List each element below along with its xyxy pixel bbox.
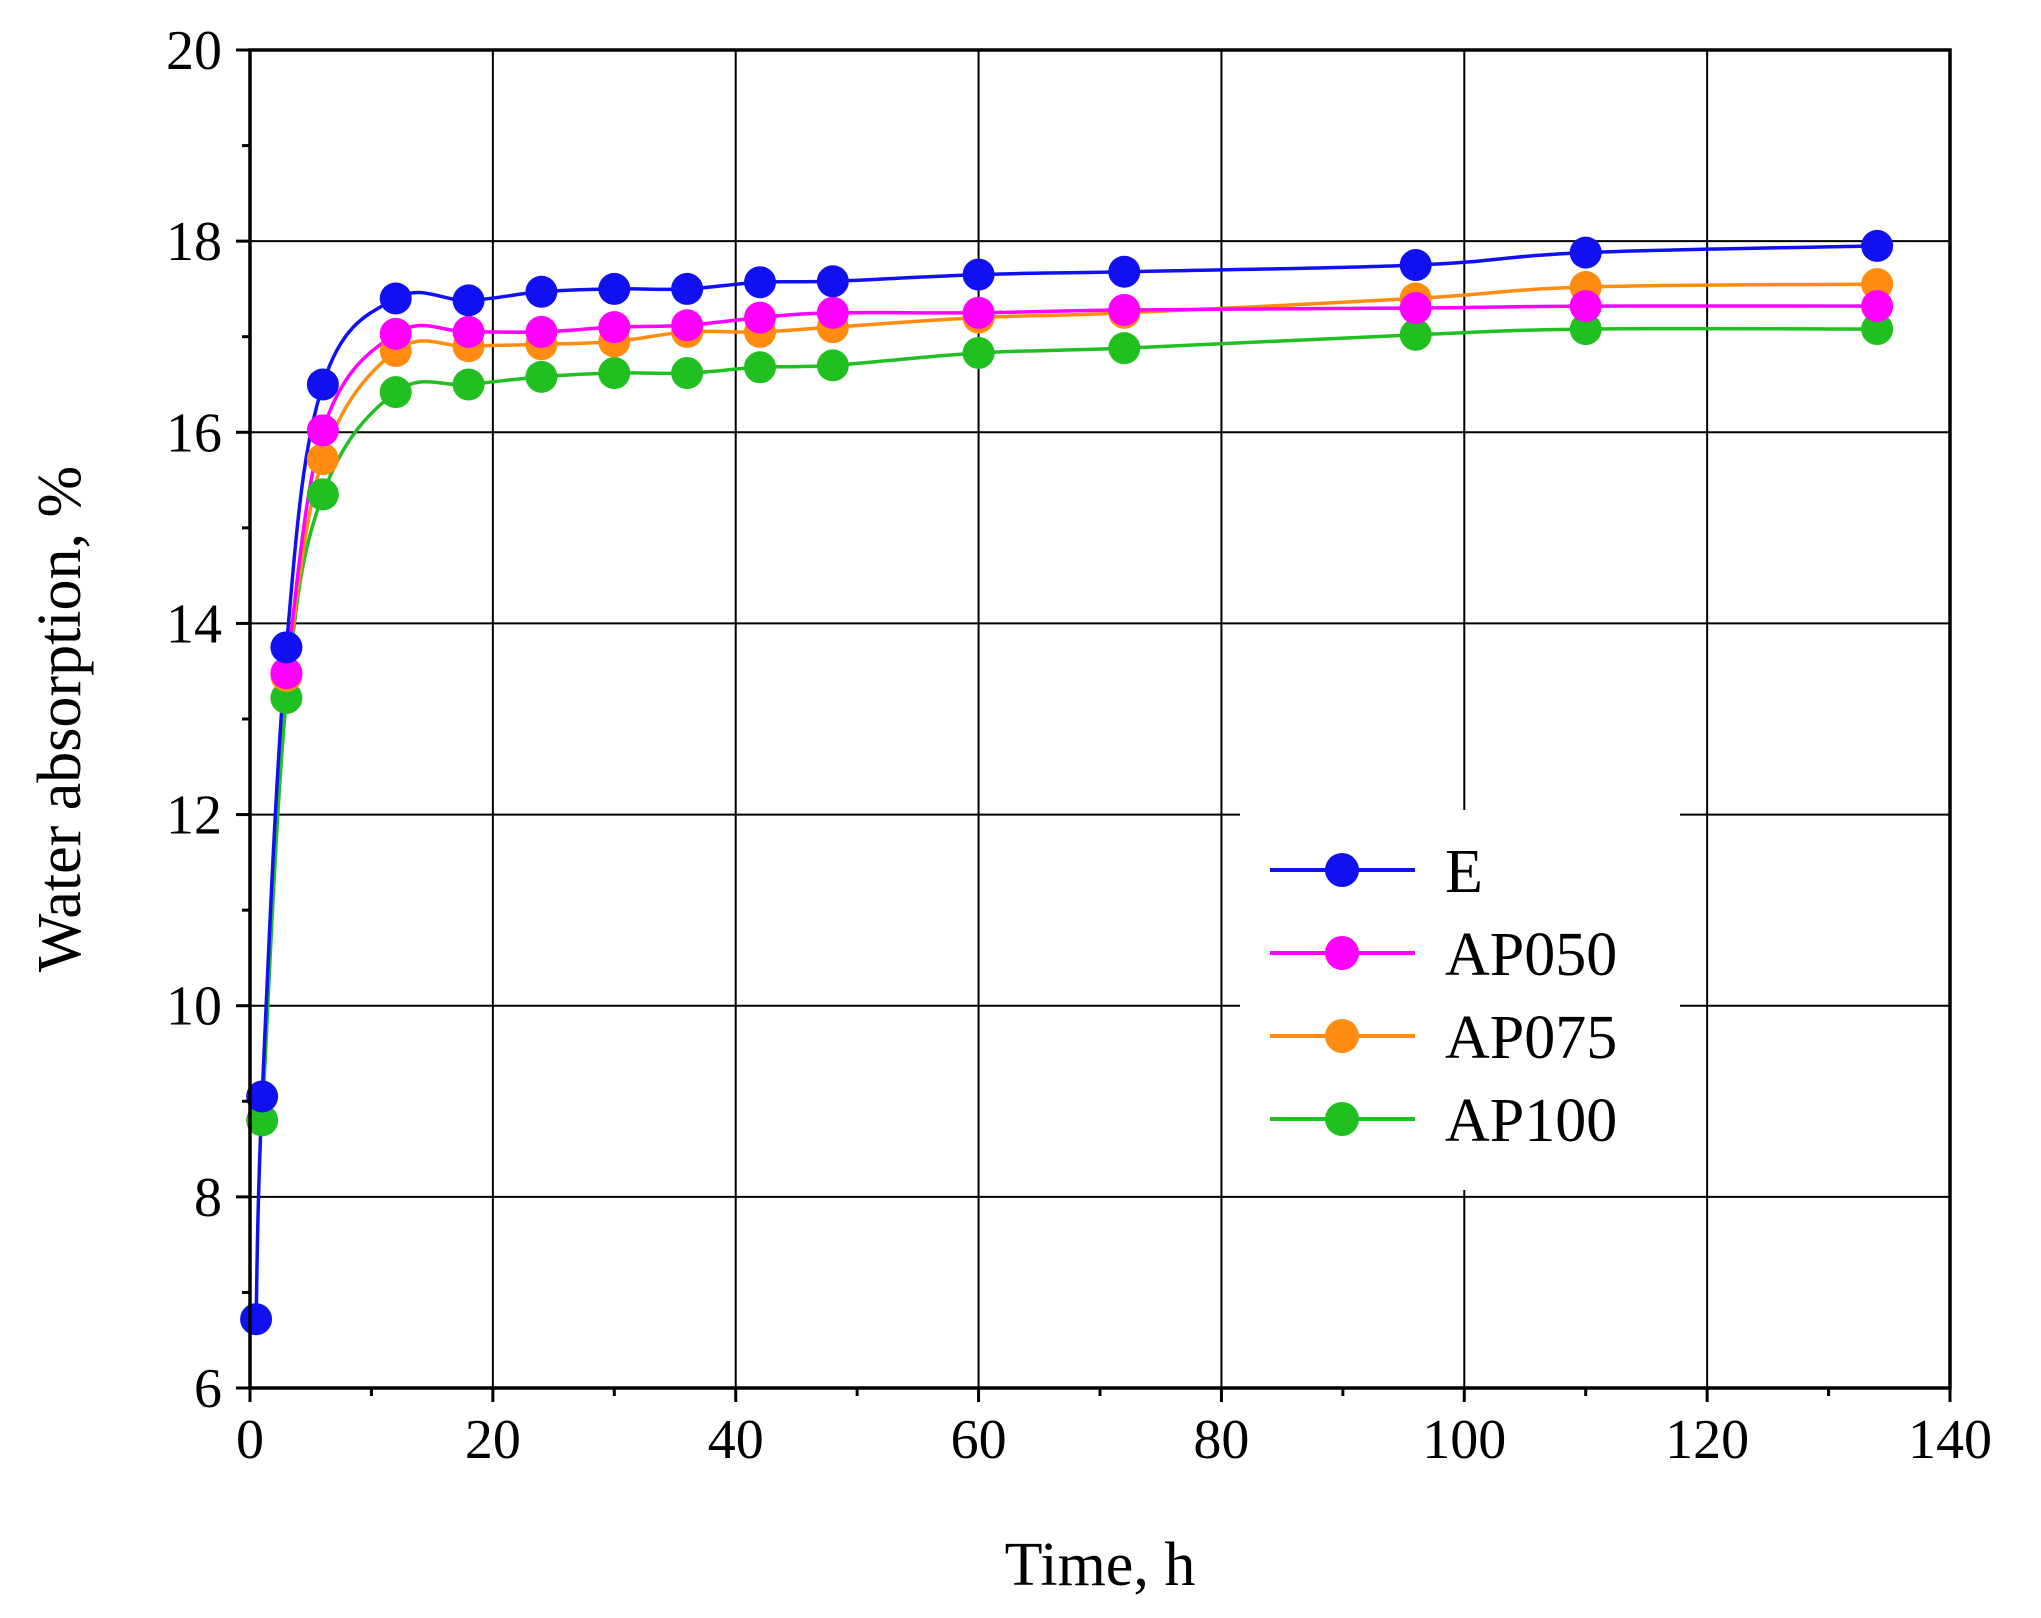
data-point-e — [1861, 229, 1894, 262]
data-point-ap100 — [1399, 318, 1432, 351]
legend-marker-ap100 — [1325, 1102, 1359, 1136]
data-point-ap050 — [671, 309, 704, 342]
data-point-ap050 — [1569, 290, 1602, 323]
y-tick-label: 16 — [166, 402, 222, 464]
data-point-ap100 — [962, 336, 995, 369]
y-tick-label: 14 — [166, 593, 222, 655]
data-point-e — [240, 1303, 273, 1336]
data-point-ap050 — [598, 311, 631, 344]
x-tick-label: 80 — [1193, 1409, 1249, 1471]
x-tick-label: 100 — [1422, 1409, 1506, 1471]
data-point-ap050 — [270, 657, 303, 690]
data-point-ap100 — [246, 1104, 279, 1137]
y-tick-label: 20 — [166, 20, 222, 82]
data-point-e — [962, 258, 995, 291]
data-point-ap050 — [1861, 290, 1894, 323]
legend-marker-ap050 — [1325, 936, 1359, 970]
data-point-ap100 — [270, 681, 303, 714]
legend-marker-ap075 — [1325, 1019, 1359, 1053]
data-point-ap050 — [744, 301, 776, 334]
series-line-ap075 — [284, 282, 1878, 677]
data-point-e — [1399, 249, 1432, 282]
legend-label-ap050: AP050 — [1445, 921, 1617, 989]
data-point-ap075 — [1861, 268, 1894, 301]
data-point-e — [270, 631, 303, 664]
data-point-e — [452, 284, 485, 317]
data-point-e — [525, 275, 558, 308]
data-point-ap050 — [1399, 292, 1432, 325]
data-point-e — [379, 282, 412, 315]
legend-item-e: E — [1270, 838, 1483, 906]
data-point-e — [671, 272, 704, 305]
data-point-ap075 — [306, 443, 339, 476]
data-point-e — [816, 265, 849, 298]
legend-marker-e — [1325, 853, 1359, 887]
y-tick-label: 10 — [166, 976, 222, 1038]
data-point-e — [744, 266, 776, 299]
data-point-ap050 — [379, 317, 412, 350]
data-point-ap100 — [452, 368, 485, 401]
data-point-ap100 — [1569, 313, 1602, 346]
legend-label-e: E — [1445, 838, 1483, 906]
legend: E AP050 AP075 AP100 — [1240, 810, 1680, 1190]
data-point-ap100 — [525, 360, 558, 393]
data-point-e — [306, 368, 339, 401]
data-point-e — [598, 272, 631, 305]
data-point-e — [1108, 255, 1141, 288]
data-point-ap050 — [1108, 293, 1141, 326]
legend-item-ap100: AP100 — [1270, 1087, 1617, 1155]
data-point-e — [1569, 236, 1602, 269]
data-point-ap100 — [744, 351, 776, 384]
x-axis-title: Time, h — [1005, 1531, 1196, 1599]
data-point-ap100 — [306, 478, 339, 511]
x-tick-label: 20 — [465, 1409, 521, 1471]
y-tick-label: 6 — [194, 1358, 222, 1420]
x-tick-label: 0 — [236, 1409, 264, 1471]
data-point-ap100 — [379, 376, 412, 409]
data-point-ap050 — [452, 315, 485, 348]
data-point-ap100 — [816, 349, 849, 382]
legend-label-ap075: AP075 — [1445, 1004, 1617, 1072]
series-line-ap050 — [284, 304, 1878, 674]
data-point-ap100 — [671, 357, 704, 390]
x-tick-label: 60 — [951, 1409, 1007, 1471]
data-point-ap050 — [962, 296, 995, 329]
x-tick-label: 40 — [708, 1409, 764, 1471]
series-points — [240, 229, 1894, 1336]
y-axis-title: Water absorption, % — [26, 466, 94, 972]
data-point-ap100 — [1108, 332, 1141, 365]
y-tick-label: 18 — [166, 211, 222, 273]
data-point-ap050 — [525, 315, 558, 348]
data-point-ap050 — [306, 414, 339, 447]
y-tick-label: 12 — [166, 785, 222, 847]
axis-ticks — [236, 48, 1952, 1402]
data-point-e — [246, 1080, 279, 1113]
data-point-ap050 — [816, 296, 849, 329]
legend-item-ap050: AP050 — [1270, 921, 1617, 989]
legend-label-ap100: AP100 — [1445, 1087, 1617, 1155]
legend-item-ap075: AP075 — [1270, 1004, 1617, 1072]
data-point-ap100 — [598, 357, 631, 390]
x-tick-label: 140 — [1908, 1409, 1992, 1471]
tick-labels: 0 20 40 60 80 100 120 140 6 8 10 12 14 16 18 20 — [166, 20, 1992, 1471]
x-tick-label: 120 — [1665, 1409, 1749, 1471]
y-tick-label: 8 — [194, 1167, 222, 1229]
data-point-ap100 — [1861, 313, 1894, 346]
